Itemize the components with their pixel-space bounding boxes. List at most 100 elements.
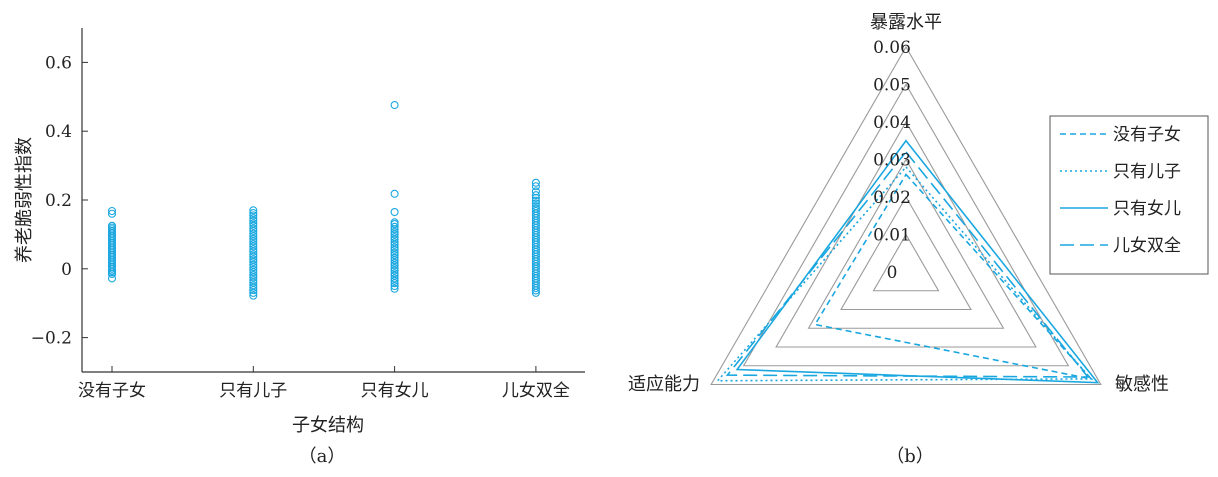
radar-series-line	[813, 173, 1094, 381]
data-point	[531, 178, 540, 187]
data-point	[390, 189, 399, 198]
data-point	[390, 248, 399, 257]
data-point	[107, 221, 117, 230]
data-point	[249, 268, 258, 277]
x-tick-label: 只有儿子	[219, 381, 287, 401]
data-point	[249, 265, 258, 274]
data-point	[249, 281, 258, 290]
data-point	[390, 235, 399, 244]
data-point	[390, 266, 399, 275]
data-point	[107, 209, 117, 218]
data-point	[249, 226, 258, 236]
data-point	[249, 255, 258, 264]
data-point	[249, 288, 258, 297]
data-point	[390, 227, 399, 237]
data-point	[531, 206, 540, 216]
axis-label-exposure: 暴露水平	[870, 12, 942, 33]
data-point	[390, 279, 399, 288]
data-point	[390, 274, 399, 283]
data-point	[531, 196, 540, 205]
x-tick-label: 只有女儿	[361, 381, 429, 401]
data-point	[249, 270, 258, 280]
data-point	[390, 253, 399, 262]
data-point	[249, 206, 258, 215]
data-point	[249, 263, 258, 272]
data-point	[390, 271, 399, 280]
radar-series-line	[725, 150, 1090, 378]
data-point	[390, 261, 399, 270]
radar-grid-ring	[710, 45, 1102, 386]
y-tick-label: −0.2	[31, 329, 72, 349]
data-point	[249, 278, 258, 287]
data-point	[390, 207, 399, 217]
axis-label-sensitivity: 敏感性	[1115, 374, 1169, 395]
data-point	[249, 250, 258, 259]
data-point	[249, 291, 258, 300]
data-point	[390, 284, 399, 293]
data-point	[390, 256, 399, 265]
data-point	[249, 245, 258, 254]
data-point	[249, 229, 258, 238]
x-axis-title: 子女结构	[292, 415, 364, 436]
data-point	[390, 233, 399, 242]
data-point	[390, 218, 399, 227]
data-point	[107, 274, 117, 283]
data-point	[249, 209, 258, 218]
legend-label: 没有子女	[1113, 125, 1181, 145]
data-point	[249, 283, 258, 292]
data-point	[249, 276, 258, 285]
x-tick-label: 儿女双全	[502, 381, 570, 401]
data-point	[249, 214, 258, 223]
data-point	[390, 258, 399, 268]
data-point	[390, 245, 399, 254]
y-tick-label: 0.4	[45, 122, 72, 142]
data-point	[249, 260, 258, 269]
radar-tick-label: 0.04	[873, 113, 911, 133]
radar-series-line	[715, 165, 1093, 382]
radar-tick-label: 0.02	[873, 188, 911, 208]
legend-label: 只有女儿	[1113, 199, 1181, 219]
data-point	[390, 101, 399, 110]
data-point	[390, 269, 399, 278]
y-tick-label: 0	[61, 260, 72, 280]
legend-label: 儿女双全	[1113, 236, 1181, 256]
radar-grid-ring	[840, 195, 972, 311]
y-axis-title: 养老脆弱性指数	[14, 137, 35, 263]
data-point	[531, 191, 540, 200]
radar-grid-ring	[872, 233, 940, 292]
data-point	[249, 257, 258, 266]
data-point	[249, 247, 258, 256]
data-point	[390, 276, 399, 285]
data-point	[531, 202, 540, 211]
data-point	[249, 232, 258, 241]
radar-tick-label: 0.01	[873, 226, 911, 246]
data-point	[107, 206, 117, 216]
data-point	[390, 264, 399, 273]
radar-grid-ring	[807, 158, 1005, 329]
legend-box	[1049, 115, 1209, 275]
data-point	[390, 240, 399, 249]
panel-label-a: （a）	[299, 446, 346, 467]
data-point	[531, 182, 540, 191]
data-point	[249, 242, 258, 251]
data-point	[249, 224, 258, 233]
axis-label-adaptive: 适应能力	[628, 374, 700, 395]
data-point	[390, 281, 399, 291]
data-point	[531, 204, 540, 213]
y-tick-label: 0.6	[45, 53, 72, 73]
radar-grid-ring	[742, 83, 1070, 367]
data-point	[249, 211, 258, 220]
data-point	[249, 273, 258, 282]
data-point	[531, 199, 540, 208]
data-point	[390, 222, 399, 231]
data-point	[249, 286, 258, 295]
data-point	[249, 239, 258, 249]
y-tick-label: 0.2	[45, 191, 72, 211]
data-point	[249, 252, 258, 261]
radar-grid-ring	[775, 120, 1037, 348]
data-point	[390, 230, 399, 239]
